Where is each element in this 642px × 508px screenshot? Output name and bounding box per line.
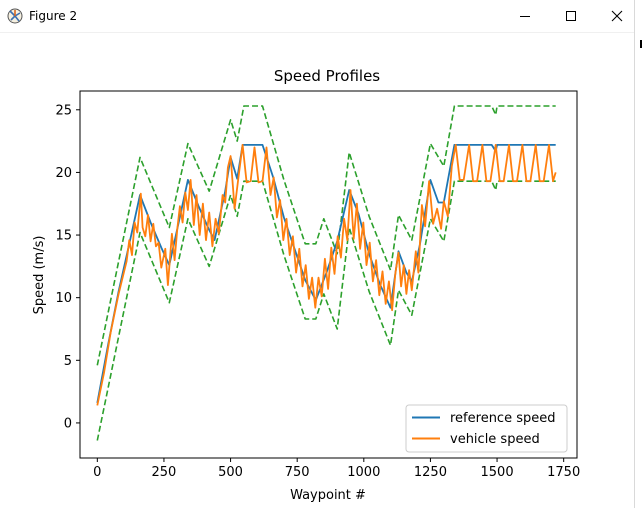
y-tick-label: 5 — [64, 354, 72, 369]
minimize-icon — [520, 16, 530, 17]
legend-box — [405, 404, 568, 453]
edge-marker — [640, 40, 642, 48]
x-axis: 0 250 500 750 1000 1250 1500 1750 — [93, 458, 580, 480]
legend-label-vehicle: vehicle speed — [450, 432, 540, 447]
x-tick-label: 1250 — [414, 465, 447, 480]
x-tick-label: 1000 — [347, 465, 380, 480]
figure-canvas: Speed Profiles 0 250 500 750 1000 1250 1500 175… — [0, 33, 634, 508]
series-layer — [96, 105, 557, 441]
maximize-icon — [566, 11, 576, 21]
y-tick-label: 10 — [55, 291, 72, 306]
chart-title: Speed Profiles — [274, 67, 380, 85]
y-axis-label: Speed (m/s) — [32, 236, 47, 315]
x-axis-label: Waypoint # — [290, 488, 366, 503]
x-tick-label: 500 — [218, 465, 243, 480]
y-tick-label: 0 — [64, 416, 72, 431]
bound-line-series-3 — [96, 180, 556, 441]
legend: reference speed vehicle speed — [405, 404, 568, 453]
matplotlib-icon — [7, 8, 23, 24]
close-icon — [611, 10, 623, 22]
y-tick-label: 20 — [55, 166, 72, 181]
legend-label-reference: reference speed — [450, 411, 555, 426]
y-tick-label: 15 — [55, 229, 72, 244]
window-title: Figure 2 — [29, 9, 78, 23]
y-axis: 0 5 10 15 20 25 — [55, 103, 80, 431]
x-tick-label: 0 — [93, 465, 101, 480]
minimize-button[interactable] — [502, 0, 548, 32]
close-button[interactable] — [594, 0, 640, 32]
speed-profile-chart: Speed Profiles 0 250 500 750 1000 1250 1500 175… — [32, 67, 580, 503]
x-tick-label: 250 — [152, 465, 177, 480]
vehicle-speed-line — [96, 144, 557, 406]
y-tick-label: 25 — [55, 103, 72, 118]
window-edge — [634, 0, 642, 508]
x-tick-label: 1750 — [547, 465, 580, 480]
title-bar: Figure 2 — [0, 0, 634, 33]
x-tick-label: 1500 — [481, 465, 514, 480]
bound-line-series-2 — [96, 105, 556, 366]
plot-frame — [79, 90, 578, 459]
maximize-button[interactable] — [548, 0, 594, 32]
x-tick-label: 750 — [285, 465, 310, 480]
